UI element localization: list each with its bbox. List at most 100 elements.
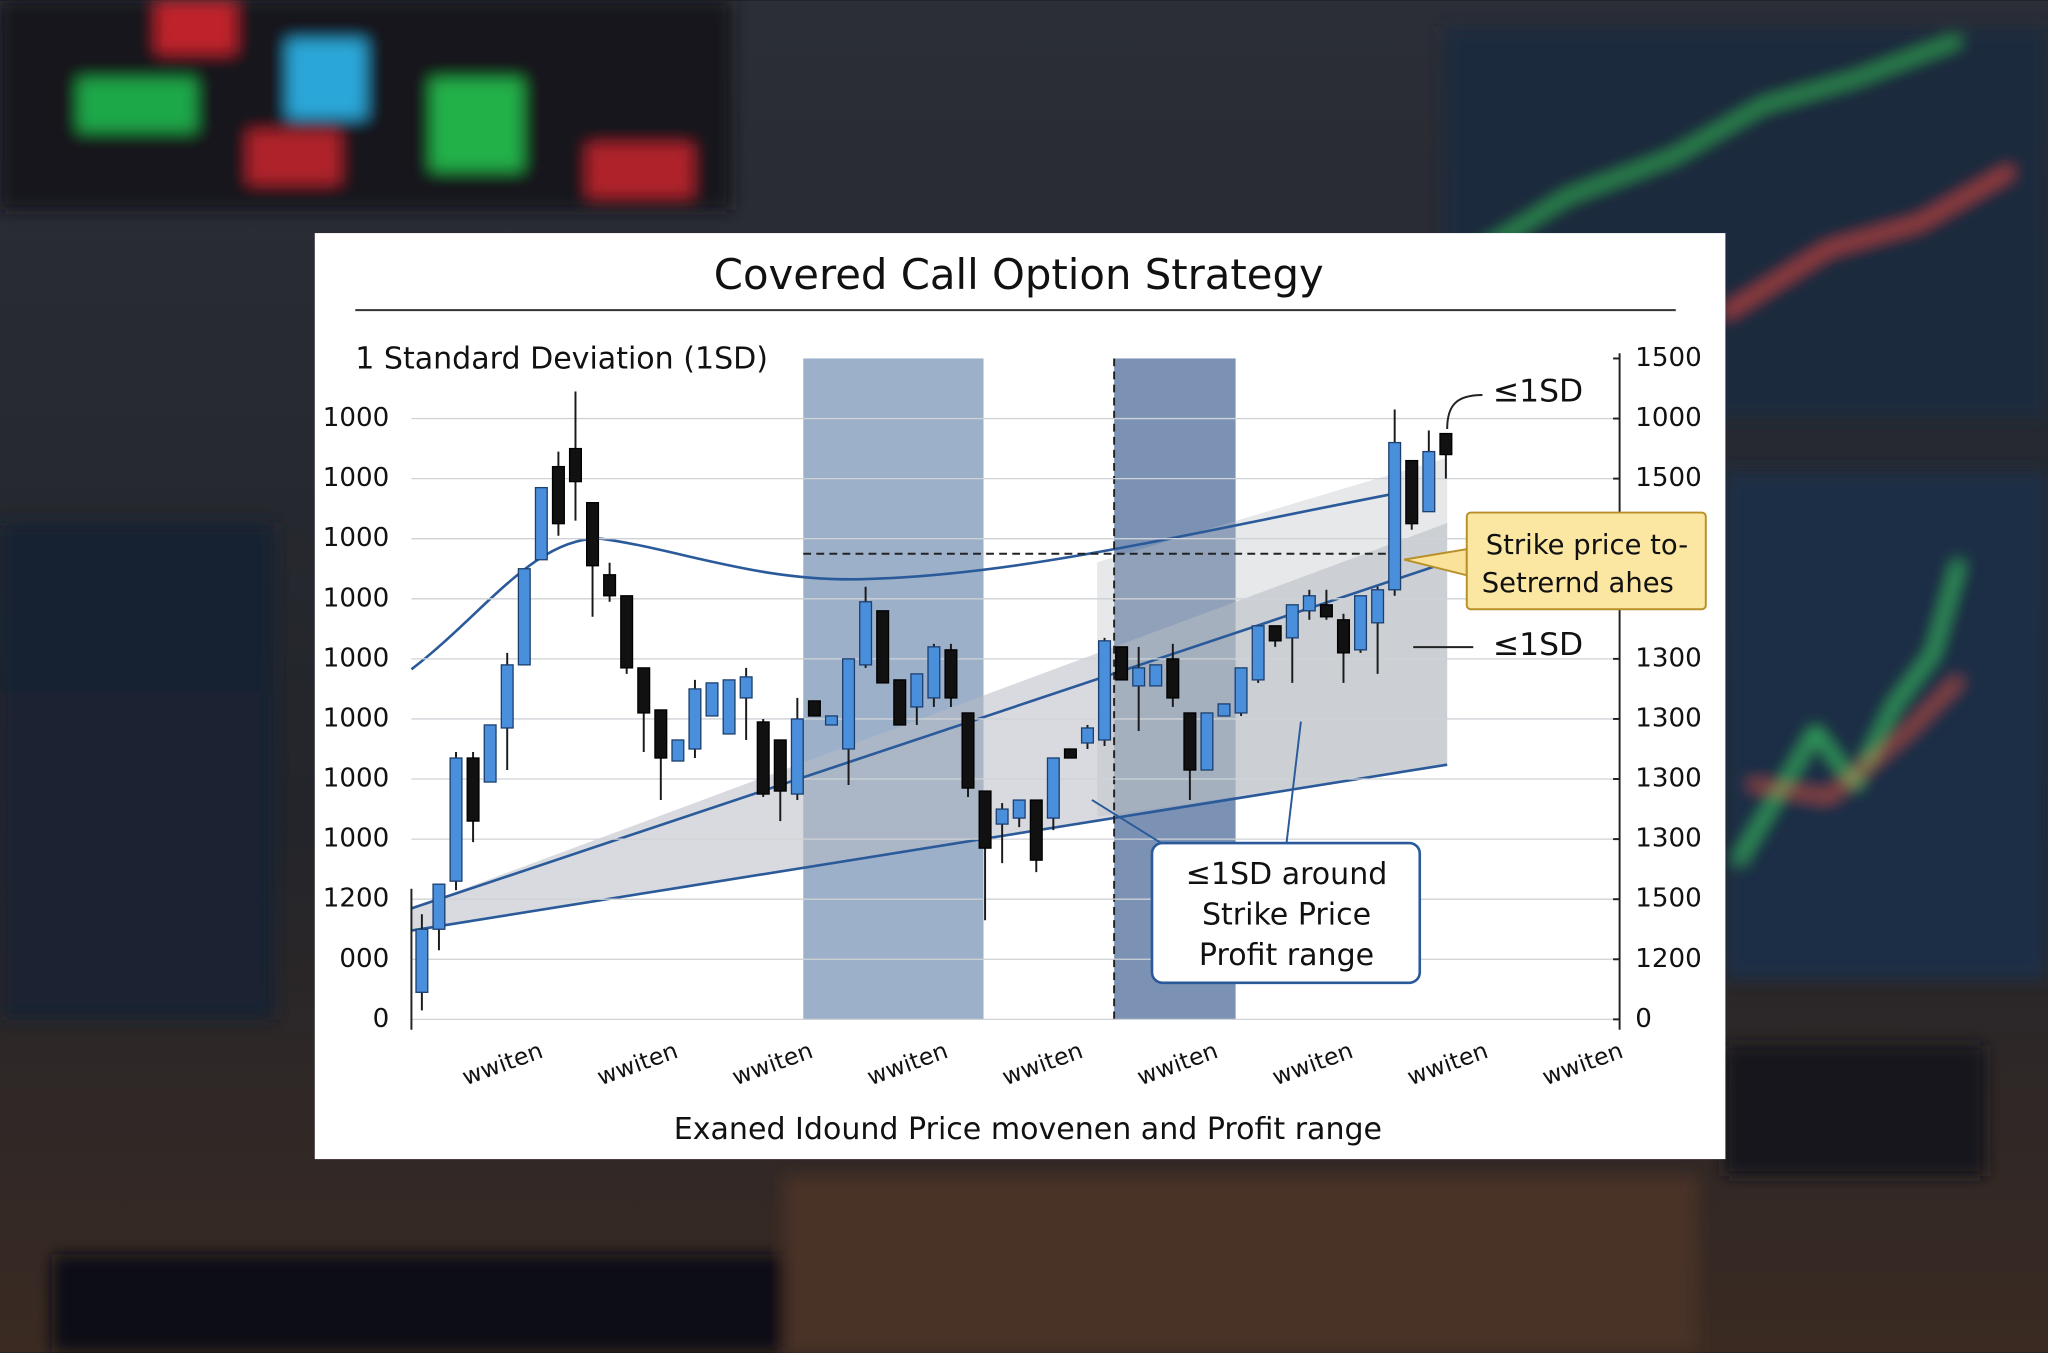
y-tick-label: 000 [339, 944, 389, 974]
candle-body [517, 568, 531, 666]
candle-body [739, 676, 753, 699]
y2-tick-label: 1300 [1635, 703, 1701, 733]
candle-body [500, 664, 514, 729]
candle-body [1080, 727, 1095, 744]
candle-body [603, 574, 617, 597]
candle-body [1012, 799, 1026, 819]
candles [415, 391, 1453, 1011]
candle-body [1371, 589, 1385, 624]
candle-body [1234, 667, 1248, 714]
y-tick-label: 1000 [323, 703, 389, 733]
candle-body [620, 595, 634, 669]
grid [411, 417, 1620, 1021]
candle-body [1149, 664, 1163, 687]
annotation: Setrernd ahes [1482, 568, 1674, 599]
y-tick-label: 1000 [323, 463, 389, 493]
leader-line [1285, 721, 1302, 844]
candle-body [1183, 712, 1197, 771]
candle-body [1166, 658, 1180, 699]
y2-tick-label: 0 [1635, 1004, 1652, 1034]
sd-zone [411, 523, 1448, 931]
candle-body [859, 601, 873, 666]
candle-body [1422, 450, 1436, 513]
candle-body [705, 682, 719, 717]
y-tick-label: 1200 [323, 884, 389, 914]
candle-body [551, 465, 565, 525]
candle-body [893, 679, 907, 726]
candle-body [1405, 459, 1419, 525]
candle-body [1217, 703, 1231, 717]
candle-body [824, 715, 839, 726]
candle-body [1439, 432, 1453, 456]
annotation: Profit range [1199, 938, 1374, 973]
candle-body [1319, 604, 1333, 618]
candle-body [978, 790, 992, 849]
y2-tick-label: 1500 [1635, 884, 1701, 914]
candle-body [1132, 667, 1146, 687]
candle-body [637, 667, 651, 714]
candle-body [773, 739, 787, 792]
candle-body [842, 658, 856, 750]
profit-note-box [1150, 841, 1422, 985]
candle-body [1268, 625, 1282, 642]
candle-body [1029, 799, 1043, 861]
candle-body [1285, 604, 1299, 639]
y2-tick-label: 1000 [1635, 403, 1701, 433]
candle-body [1200, 712, 1214, 771]
candle-body [944, 649, 958, 699]
candle-body [483, 724, 497, 783]
candle-body [1098, 640, 1112, 741]
y-tick-label: 1000 [323, 764, 389, 794]
candle-body [449, 757, 463, 882]
candle-body [415, 928, 429, 993]
strike-note-box [1465, 511, 1707, 611]
candle-body [1063, 748, 1077, 759]
candle-body [927, 646, 941, 699]
leader-line [1446, 394, 1483, 429]
candle-body [1046, 757, 1060, 819]
y-tick-label: 0 [373, 1004, 390, 1034]
candle-body [654, 709, 668, 759]
candle-body [1388, 441, 1402, 591]
candle-body [910, 673, 924, 708]
annotation: Strike Price [1202, 898, 1371, 933]
y2-tick-label: 1500 [1635, 343, 1701, 373]
candle-body [807, 700, 821, 717]
candle-body [876, 610, 890, 684]
annotation: Strike price to- [1486, 530, 1688, 561]
candle-body [722, 679, 736, 735]
candle-body [995, 808, 1009, 825]
y-tick-label: 1000 [323, 643, 389, 673]
candle-body [432, 883, 446, 930]
y-tick-label: 1000 [323, 523, 389, 553]
y2-tick-label: 1300 [1635, 764, 1701, 794]
annotation: ≤1SD [1493, 373, 1583, 409]
chart-title: Covered Call Option Strategy [714, 250, 1324, 299]
candle-body [586, 502, 600, 567]
lower-sd-line [411, 763, 1448, 932]
y2-tick-label: 1300 [1635, 824, 1701, 854]
candle-body [568, 447, 583, 483]
candle-body [1336, 619, 1351, 654]
y2-tick-label: 1200 [1635, 944, 1701, 974]
candle-body [1251, 625, 1265, 681]
x-axis-label: Exaned Idound Price movenen and Profit r… [674, 1112, 1382, 1147]
candle-body [671, 739, 685, 762]
y-axis-label: 1 Standard Deviation (1SD) [355, 341, 768, 376]
candle-body [466, 757, 480, 822]
y2-tick-label: 1300 [1635, 643, 1701, 673]
candle-body [790, 718, 804, 795]
candle-body [756, 721, 770, 795]
annotation: ≤1SD around [1186, 857, 1388, 892]
annotation: ≤1SD [1493, 627, 1583, 663]
candle-body [688, 688, 702, 750]
candle-body [1115, 646, 1129, 681]
candle-body [961, 712, 975, 789]
candle-body [1354, 595, 1368, 651]
candle-body [1302, 595, 1316, 612]
y-tick-label: 1000 [323, 583, 389, 613]
candle-body [534, 486, 548, 561]
y2-tick-label: 1500 [1635, 463, 1701, 493]
